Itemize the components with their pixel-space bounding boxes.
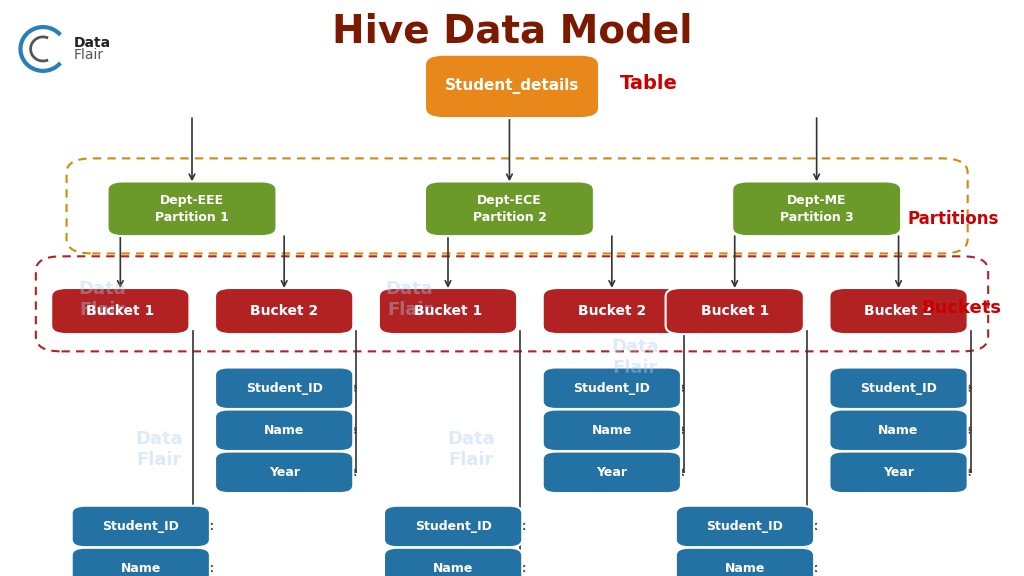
FancyBboxPatch shape [379, 288, 517, 334]
FancyBboxPatch shape [215, 452, 353, 493]
FancyBboxPatch shape [732, 181, 901, 236]
Text: Name: Name [121, 562, 161, 575]
Text: Bucket 1: Bucket 1 [700, 304, 769, 318]
FancyBboxPatch shape [425, 55, 599, 118]
Text: Buckets: Buckets [922, 299, 1001, 317]
FancyBboxPatch shape [108, 181, 276, 236]
Text: Table: Table [620, 74, 678, 93]
FancyBboxPatch shape [543, 410, 681, 451]
FancyBboxPatch shape [543, 452, 681, 493]
Text: Bucket 2: Bucket 2 [250, 304, 318, 318]
FancyBboxPatch shape [543, 288, 681, 334]
FancyBboxPatch shape [384, 548, 522, 576]
Text: Student_ID: Student_ID [415, 520, 492, 533]
FancyBboxPatch shape [215, 288, 353, 334]
FancyBboxPatch shape [543, 367, 681, 409]
Text: Data
Flair: Data Flair [386, 280, 433, 319]
Text: Data
Flair: Data Flair [79, 280, 126, 319]
Text: Dept-ECE
Partition 2: Dept-ECE Partition 2 [472, 194, 547, 224]
Text: Bucket 2: Bucket 2 [578, 304, 646, 318]
Text: Partitions: Partitions [907, 210, 998, 228]
Text: Data: Data [74, 36, 111, 50]
Text: Bucket 1: Bucket 1 [414, 304, 482, 318]
Text: Student_details: Student_details [444, 78, 580, 94]
Text: Name: Name [879, 424, 919, 437]
Text: Student_ID: Student_ID [246, 382, 323, 395]
Text: Student_ID: Student_ID [102, 520, 179, 533]
FancyBboxPatch shape [676, 506, 814, 547]
Text: Student_ID: Student_ID [860, 382, 937, 395]
FancyBboxPatch shape [384, 506, 522, 547]
Text: Student_ID: Student_ID [573, 382, 650, 395]
Text: Hive Data Model: Hive Data Model [332, 13, 692, 51]
FancyBboxPatch shape [829, 410, 968, 451]
FancyBboxPatch shape [666, 288, 804, 334]
Text: Data
Flair: Data Flair [447, 430, 495, 469]
FancyBboxPatch shape [676, 548, 814, 576]
FancyBboxPatch shape [72, 548, 210, 576]
Text: Year: Year [596, 466, 628, 479]
FancyBboxPatch shape [51, 288, 189, 334]
Text: Data
Flair: Data Flair [135, 430, 182, 469]
Text: Flair: Flair [74, 48, 103, 62]
Text: Name: Name [264, 424, 304, 437]
Text: Dept-EEE
Partition 1: Dept-EEE Partition 1 [155, 194, 229, 224]
Text: Name: Name [592, 424, 632, 437]
Text: Data
Flair: Data Flair [611, 338, 658, 377]
Text: Name: Name [433, 562, 473, 575]
Text: Name: Name [725, 562, 765, 575]
FancyBboxPatch shape [215, 410, 353, 451]
Text: Year: Year [268, 466, 300, 479]
Text: Bucket 2: Bucket 2 [864, 304, 933, 318]
Text: Year: Year [883, 466, 914, 479]
Text: Student_ID: Student_ID [707, 520, 783, 533]
FancyBboxPatch shape [829, 367, 968, 409]
FancyBboxPatch shape [829, 288, 968, 334]
FancyBboxPatch shape [829, 452, 968, 493]
Text: Bucket 1: Bucket 1 [86, 304, 155, 318]
FancyBboxPatch shape [425, 181, 594, 236]
FancyBboxPatch shape [215, 367, 353, 409]
FancyBboxPatch shape [72, 506, 210, 547]
Text: Dept-ME
Partition 3: Dept-ME Partition 3 [779, 194, 854, 224]
